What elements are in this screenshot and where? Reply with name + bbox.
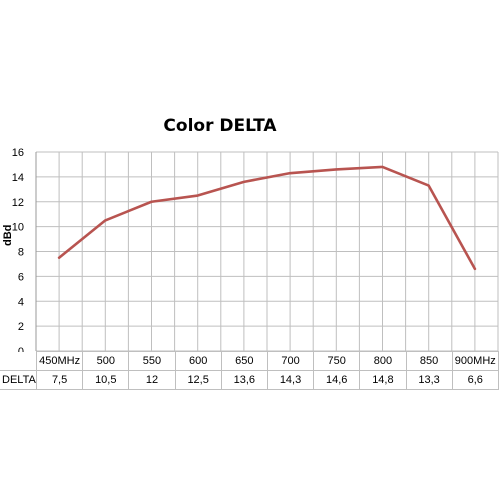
category-cell: 600 <box>174 351 222 371</box>
line-chart: 0 2 4 6 8 10 12 14 16 <box>12 147 499 352</box>
y-tick-label: 12 <box>12 197 24 209</box>
category-cell: 550 <box>128 351 176 371</box>
series-name-cell: DELTA <box>0 370 37 390</box>
y-tick-labels: 0 2 4 6 8 10 12 14 16 <box>12 147 24 352</box>
grid-lines <box>35 151 499 352</box>
table-corner <box>0 351 37 371</box>
y-tick-label: 2 <box>18 321 24 333</box>
y-axis-label: dBd <box>2 224 14 246</box>
category-cell: 800 <box>359 351 407 371</box>
data-table: 450MHz 500 550 600 650 700 750 800 850 900MHz DEL… <box>0 351 499 390</box>
y-tick-label: 0 <box>18 346 24 352</box>
y-tick-label: 4 <box>18 296 24 308</box>
value-cell: 6,6 <box>451 370 499 390</box>
y-tick-label: 10 <box>12 222 24 234</box>
value-cell: 14,3 <box>266 370 315 390</box>
value-cell: 13,6 <box>220 370 268 390</box>
value-cell: 13,3 <box>405 370 453 390</box>
value-cell: 12 <box>128 370 176 390</box>
value-row: DELTA 7,5 10,5 12 12,5 13,6 14,3 14,6 14,8 13,3 6,… <box>0 370 499 390</box>
value-cell: 14,8 <box>359 370 407 390</box>
category-row: 450MHz 500 550 600 650 700 750 800 850 900MHz <box>0 351 499 371</box>
category-cell: 500 <box>82 351 130 371</box>
category-cell: 750 <box>313 351 361 371</box>
category-cell: 650 <box>220 351 268 371</box>
y-tick-label: 14 <box>12 172 24 184</box>
y-tick-label: 16 <box>12 147 24 159</box>
value-cell: 7,5 <box>35 370 84 390</box>
y-tick-label: 6 <box>18 271 24 283</box>
value-cell: 12,5 <box>174 370 222 390</box>
category-cell: 850 <box>405 351 453 371</box>
value-cell: 14,6 <box>313 370 361 390</box>
series-layer <box>57 165 477 271</box>
category-cell: 700 <box>266 351 315 371</box>
category-cell: 450MHz <box>35 351 84 371</box>
series-line-delta <box>57 165 477 271</box>
y-tick-label: 8 <box>18 247 24 259</box>
value-cell: 10,5 <box>82 370 130 390</box>
chart-title: Color DELTA <box>163 116 277 136</box>
category-cell: 900MHz <box>451 351 499 371</box>
